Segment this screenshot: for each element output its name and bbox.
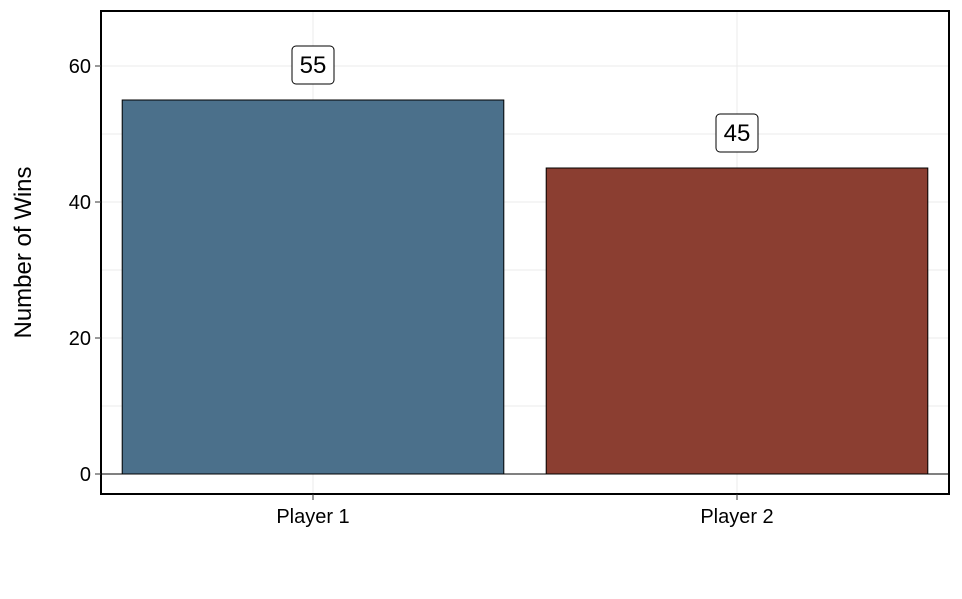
data-labels: 55 45 bbox=[291, 45, 759, 153]
data-label-text: 45 bbox=[724, 120, 751, 147]
x-tick-label: Player 1 bbox=[276, 506, 349, 528]
data-label-text: 55 bbox=[300, 52, 327, 79]
y-axis: 0 20 40 60 bbox=[69, 56, 101, 486]
data-label-box bbox=[715, 113, 759, 153]
y-tick-label: 0 bbox=[80, 464, 91, 486]
data-label-box bbox=[291, 45, 335, 85]
y-tick-label: 60 bbox=[69, 56, 91, 78]
x-tick-label: Player 2 bbox=[700, 506, 773, 528]
y-tick-label: 40 bbox=[69, 192, 91, 214]
bar bbox=[545, 167, 929, 475]
plot-panel-border bbox=[100, 10, 950, 495]
bars bbox=[121, 99, 929, 475]
data-label: 45 bbox=[715, 113, 759, 153]
data-label: 55 bbox=[291, 45, 335, 85]
y-tick-label: 20 bbox=[69, 328, 91, 350]
y-axis-title: Number of Wins bbox=[10, 166, 37, 338]
x-axis: Player 1 Player 2 bbox=[276, 494, 774, 528]
bar bbox=[121, 99, 505, 475]
